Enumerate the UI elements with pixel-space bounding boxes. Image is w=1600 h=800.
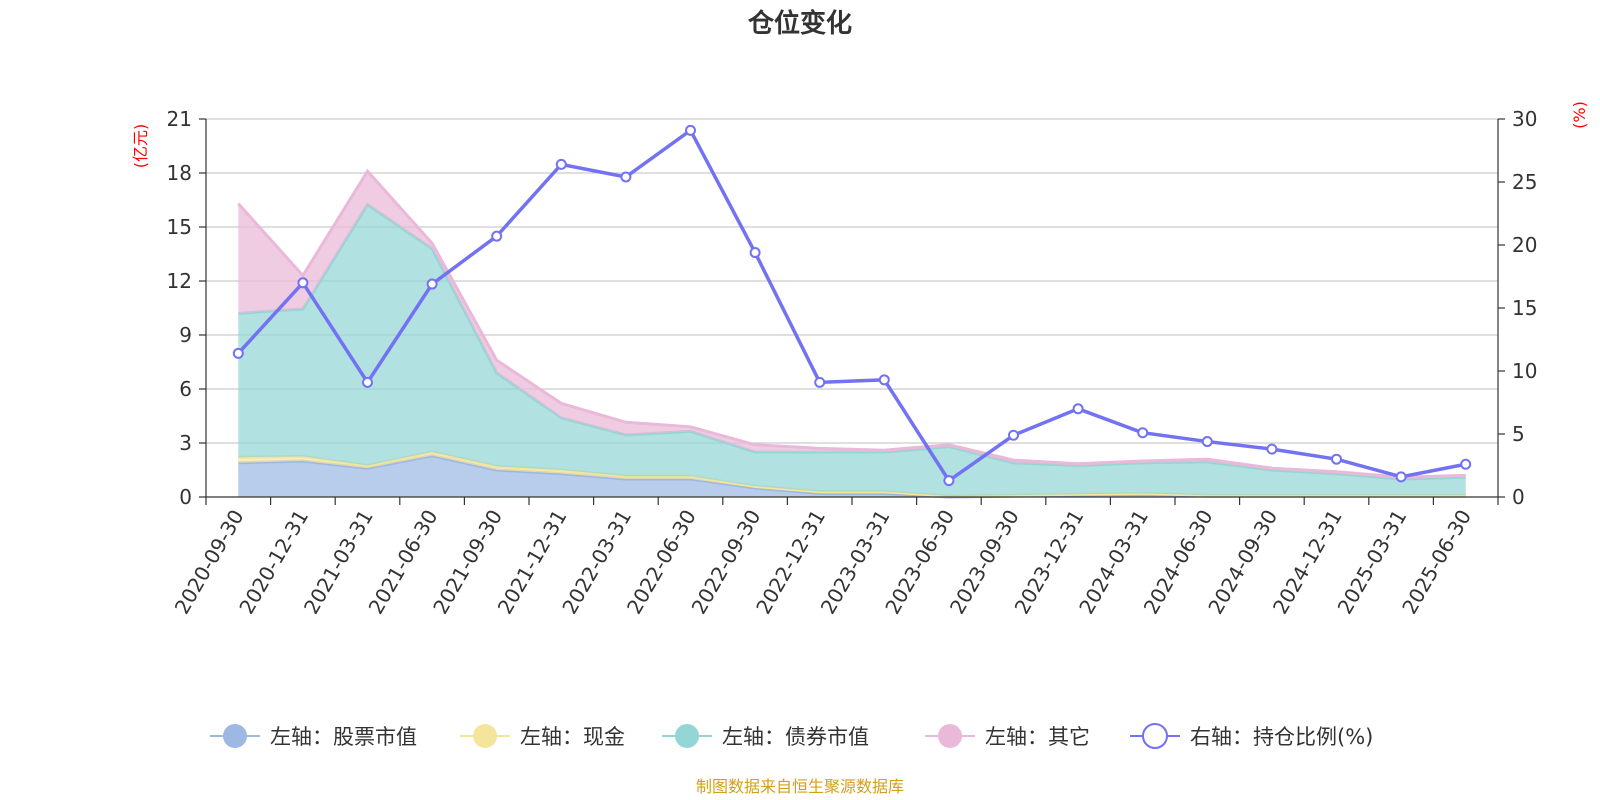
holding-ratio-point bbox=[1266, 443, 1278, 455]
left-axis-unit: (亿元) bbox=[131, 124, 150, 169]
holding-ratio-point bbox=[1460, 458, 1472, 470]
legend-marker bbox=[675, 724, 699, 748]
right-tick-label: 30 bbox=[1512, 107, 1537, 131]
left-tick-label: 15 bbox=[167, 215, 192, 239]
right-tick-label: 25 bbox=[1512, 170, 1537, 194]
legend-item[interactable]: 左轴：现金 bbox=[460, 724, 625, 749]
legend[interactable]: 左轴：股票市值 左轴：现金 左轴：债券市值 左轴：其它 右轴：持仓比例(%) bbox=[210, 723, 1373, 749]
right-tick-label: 15 bbox=[1512, 296, 1537, 320]
right-axis-unit: (%) bbox=[1570, 101, 1589, 129]
area-左轴：股票市值 bbox=[238, 455, 1466, 497]
right-tick-label: 5 bbox=[1512, 422, 1525, 446]
area-edge-左轴：其它 bbox=[237, 168, 1466, 479]
holding-ratio-point bbox=[1072, 403, 1084, 415]
left-tick-label: 3 bbox=[179, 431, 192, 455]
legend-label: 左轴：股票市值 bbox=[270, 725, 417, 749]
holding-ratio-line bbox=[237, 127, 1467, 484]
holding-ratio-point bbox=[749, 247, 761, 259]
holding-ratio-point bbox=[362, 376, 373, 388]
left-tick-label: 0 bbox=[179, 485, 192, 509]
left-tick-label: 6 bbox=[179, 377, 192, 401]
x-tick-label: 2025-06-30 bbox=[1397, 506, 1476, 619]
right-tick-label: 0 bbox=[1512, 485, 1525, 509]
legend-label: 左轴：债券市值 bbox=[722, 725, 869, 749]
holding-ratio-point bbox=[878, 374, 890, 386]
holding-ratio-point bbox=[1395, 471, 1407, 483]
legend-item[interactable]: 左轴：股票市值 bbox=[210, 724, 417, 749]
legend-label: 左轴：其它 bbox=[985, 725, 1090, 749]
holding-ratio-point bbox=[620, 171, 632, 183]
chart-title: 仓位变化 bbox=[747, 8, 852, 39]
legend-item[interactable]: 右轴：持仓比例(%) bbox=[1130, 723, 1373, 749]
left-tick-label: 21 bbox=[167, 107, 192, 131]
right-tick-label: 10 bbox=[1512, 359, 1537, 383]
left-tick-label: 9 bbox=[179, 323, 192, 347]
legend-item[interactable]: 左轴：其它 bbox=[925, 724, 1090, 749]
holding-ratio-point bbox=[555, 158, 567, 170]
holding-ratio-point bbox=[814, 376, 826, 388]
legend-marker bbox=[473, 724, 497, 748]
right-tick-label: 20 bbox=[1512, 233, 1537, 257]
holding-ratio-point bbox=[232, 347, 244, 359]
left-tick-label: 12 bbox=[167, 269, 192, 293]
holding-ratio-point bbox=[1331, 453, 1342, 465]
holding-ratio-point bbox=[1201, 436, 1213, 448]
holding-ratio-point bbox=[1008, 429, 1019, 441]
source-note: 制图数据来自恒生聚源数据库 bbox=[696, 777, 904, 796]
area-左轴：债券市值 bbox=[238, 204, 1466, 497]
area-series bbox=[237, 168, 1466, 499]
holding-ratio-point bbox=[491, 230, 503, 242]
line-series bbox=[232, 124, 1472, 487]
holding-ratio-point bbox=[943, 475, 955, 487]
legend-marker bbox=[1142, 723, 1168, 749]
holding-ratio-point bbox=[1137, 427, 1149, 439]
holding-ratio-point bbox=[426, 278, 438, 290]
area-左轴：其它 bbox=[238, 171, 1466, 479]
legend-marker bbox=[223, 724, 247, 748]
legend-label: 右轴：持仓比例(%) bbox=[1190, 725, 1373, 749]
left-tick-label: 18 bbox=[167, 161, 192, 185]
holding-ratio-point bbox=[297, 277, 309, 289]
legend-label: 左轴：现金 bbox=[520, 725, 625, 749]
holding-ratio-point bbox=[685, 124, 696, 136]
legend-item[interactable]: 左轴：债券市值 bbox=[662, 724, 869, 749]
legend-marker bbox=[938, 724, 962, 748]
